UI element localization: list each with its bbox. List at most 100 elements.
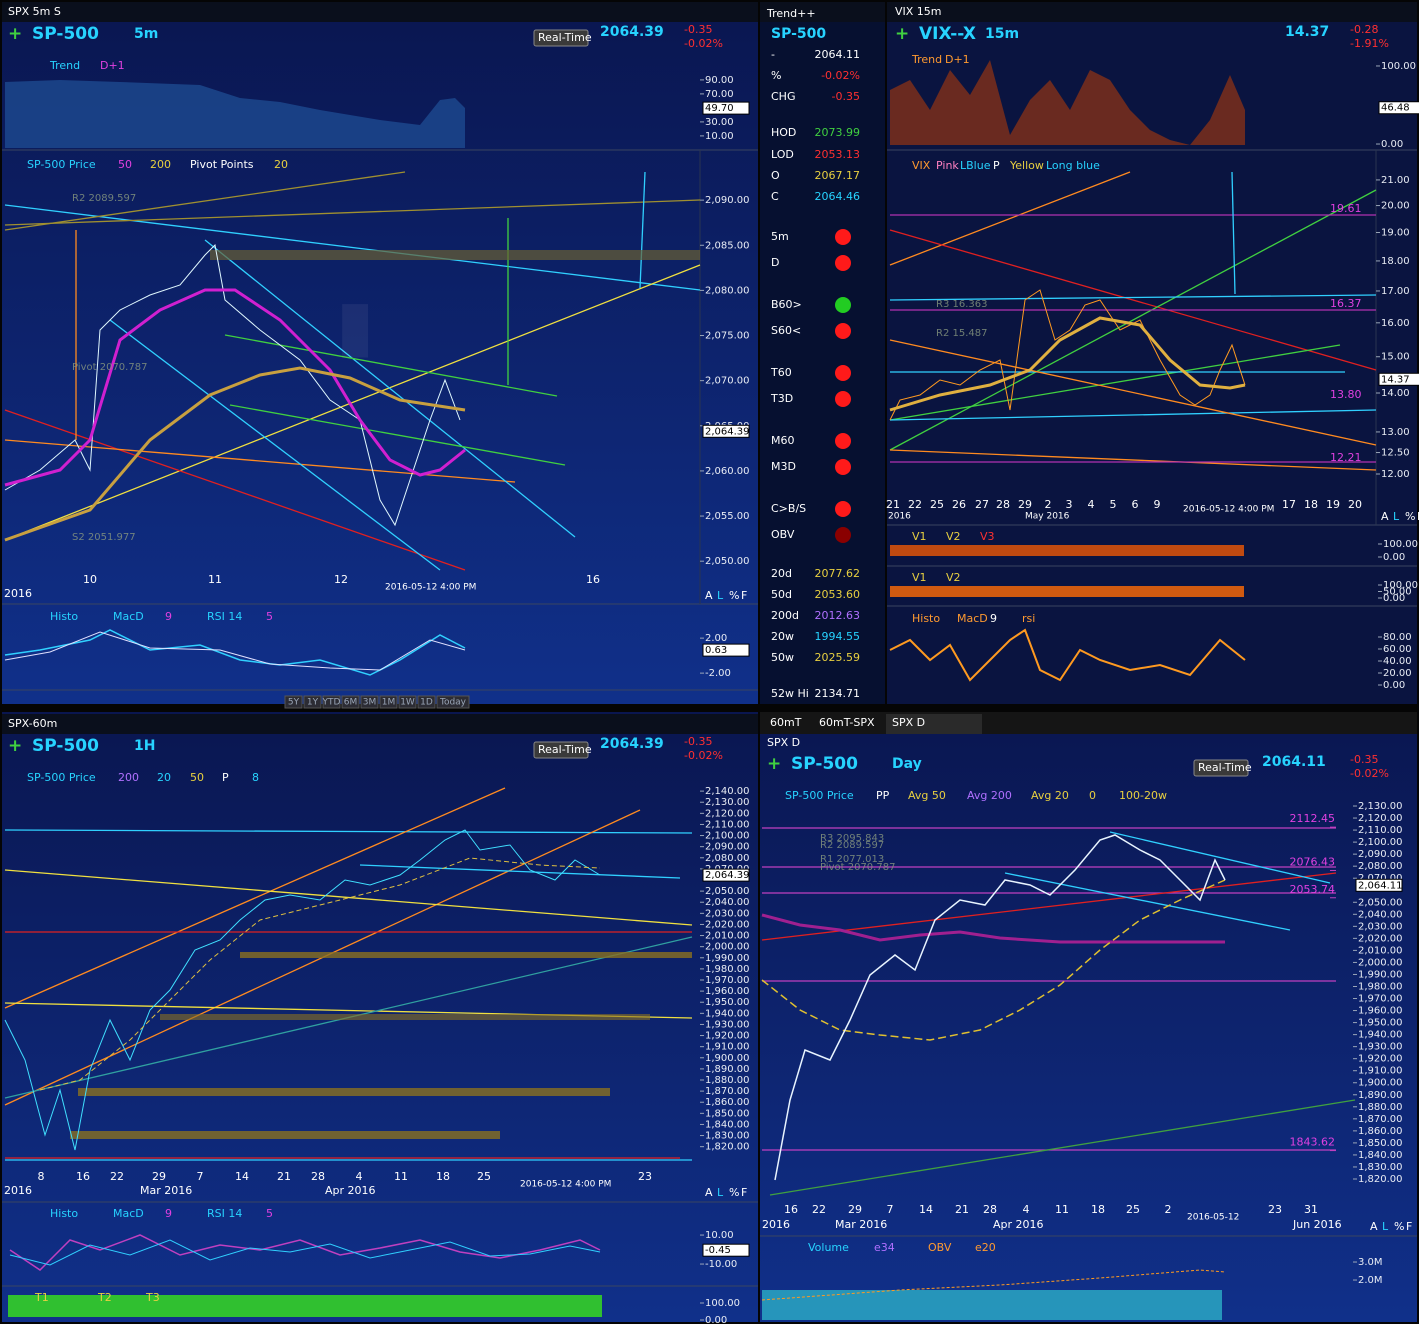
study-label[interactable]: 8 [252, 771, 259, 784]
study-label[interactable]: Histo [50, 610, 78, 623]
study-label[interactable]: Trend [911, 53, 942, 66]
scale-mode[interactable]: A [1370, 1220, 1378, 1233]
scale-mode[interactable]: F [741, 1186, 747, 1199]
symbol[interactable]: SP-500 [32, 736, 99, 756]
study-label[interactable]: 9 [990, 612, 997, 625]
range-label[interactable]: 1W [400, 698, 415, 708]
study-label[interactable]: 200 [150, 158, 171, 171]
realtime-button[interactable] [1193, 759, 1249, 777]
study-label[interactable]: Long blue [1046, 159, 1100, 172]
tab[interactable]: 60mT-SPX [819, 716, 875, 729]
study-label[interactable]: MacD [957, 612, 988, 625]
study-label[interactable]: 20 [274, 158, 288, 171]
realtime-label[interactable]: Real-Time [538, 31, 592, 44]
range-button[interactable] [322, 695, 341, 709]
study-label[interactable]: Trend [49, 59, 80, 72]
realtime-button[interactable] [533, 741, 589, 759]
scale-mode[interactable]: F [741, 589, 747, 602]
study-label[interactable]: Pink [936, 159, 959, 172]
scale-mode[interactable]: A [705, 1186, 713, 1199]
study-label[interactable]: V1 [912, 530, 927, 543]
range-button[interactable] [417, 695, 436, 709]
study-label[interactable]: Volume [808, 1241, 849, 1254]
interval[interactable]: 1H [134, 738, 155, 754]
study-label[interactable]: Avg 20 [1031, 789, 1069, 802]
study-label[interactable]: V2 [946, 571, 961, 584]
study-label[interactable]: 9 [165, 610, 172, 623]
pivot-level[interactable]: R2 2089.597 [72, 193, 136, 204]
study-label[interactable]: Histo [50, 1207, 78, 1220]
scale-mode[interactable]: A [1381, 510, 1389, 523]
study-label[interactable]: 9 [165, 1207, 172, 1220]
interval[interactable]: 5m [134, 26, 158, 42]
study-label[interactable]: SP-500 Price [785, 789, 854, 802]
realtime-label[interactable]: Real-Time [1198, 761, 1252, 774]
range-label[interactable]: Today [439, 698, 467, 708]
active-tab[interactable] [886, 714, 982, 734]
symbol[interactable]: VIX--X [919, 24, 976, 44]
study-label[interactable]: T1 [34, 1291, 49, 1304]
pivot-level[interactable]: S2 2051.977 [72, 532, 136, 543]
scale-mode[interactable]: F [1406, 1220, 1412, 1233]
study-label[interactable]: 100-20w [1119, 789, 1167, 802]
study-label[interactable]: 200 [118, 771, 139, 784]
range-label[interactable]: 6M [344, 698, 358, 708]
symbol[interactable]: SP-500 [791, 754, 858, 774]
study-label[interactable]: rsi [1022, 612, 1035, 625]
range-button[interactable] [341, 695, 360, 709]
range-button[interactable] [303, 695, 322, 709]
study-label[interactable]: P [993, 159, 1000, 172]
study-label[interactable]: VIX [912, 159, 931, 172]
study-label[interactable]: V2 [946, 530, 961, 543]
study-label[interactable]: 5 [266, 1207, 273, 1220]
range-label[interactable]: 1Y [307, 698, 319, 708]
tab[interactable]: SPX D [892, 716, 925, 729]
range-button[interactable] [360, 695, 379, 709]
study-label[interactable]: V1 [912, 571, 927, 584]
study-label[interactable]: 5 [266, 610, 273, 623]
scale-mode[interactable]: % [1405, 510, 1415, 523]
interval[interactable]: 15m [985, 26, 1019, 42]
scale-mode[interactable]: % [729, 589, 739, 602]
study-label[interactable]: 50 [190, 771, 204, 784]
scale-mode[interactable]: A [705, 589, 713, 602]
study-label[interactable]: MacD [113, 1207, 144, 1220]
study-label[interactable]: T3 [145, 1291, 160, 1304]
study-label[interactable]: 20 [157, 771, 171, 784]
study-label[interactable]: Yellow [1009, 159, 1044, 172]
range-label[interactable]: 1D [420, 698, 433, 708]
study-label[interactable]: Histo [912, 612, 940, 625]
range-label[interactable]: 1M [382, 698, 396, 708]
scale-mode[interactable]: L [1382, 1220, 1389, 1233]
study-label[interactable]: P [222, 771, 229, 784]
realtime-button[interactable] [533, 29, 589, 47]
study-label[interactable]: SP-500 Price [27, 771, 96, 784]
study-label[interactable]: Pivot Points [190, 158, 254, 171]
range-button[interactable] [284, 695, 303, 709]
tab[interactable]: 60mT [770, 716, 802, 729]
study-label[interactable]: D+1 [945, 53, 970, 66]
study-label[interactable]: Avg 50 [908, 789, 946, 802]
scale-mode[interactable]: L [1393, 510, 1400, 523]
study-label[interactable]: 0 [1089, 789, 1096, 802]
study-label[interactable]: e34 [874, 1241, 895, 1254]
study-label[interactable]: RSI 14 [207, 1207, 242, 1220]
study-label[interactable]: RSI 14 [207, 610, 242, 623]
study-label[interactable]: T2 [97, 1291, 112, 1304]
realtime-label[interactable]: Real-Time [538, 743, 592, 756]
interval[interactable]: Day [892, 756, 922, 772]
study-label[interactable]: D+1 [100, 59, 125, 72]
range-button[interactable] [398, 695, 417, 709]
pivot-level[interactable]: Pivot 2070.787 [72, 362, 147, 373]
scale-mode[interactable]: F [1417, 510, 1419, 523]
study-label[interactable]: V3 [980, 530, 995, 543]
symbol[interactable]: SP-500 [771, 26, 826, 42]
range-button[interactable] [379, 695, 398, 709]
symbol[interactable]: SP-500 [32, 24, 99, 44]
scale-mode[interactable]: % [729, 1186, 739, 1199]
study-label[interactable]: MacD [113, 610, 144, 623]
study-label[interactable]: LBlue [960, 159, 991, 172]
scale-mode[interactable]: L [717, 589, 724, 602]
scale-mode[interactable]: % [1394, 1220, 1404, 1233]
scale-mode[interactable]: L [717, 1186, 724, 1199]
